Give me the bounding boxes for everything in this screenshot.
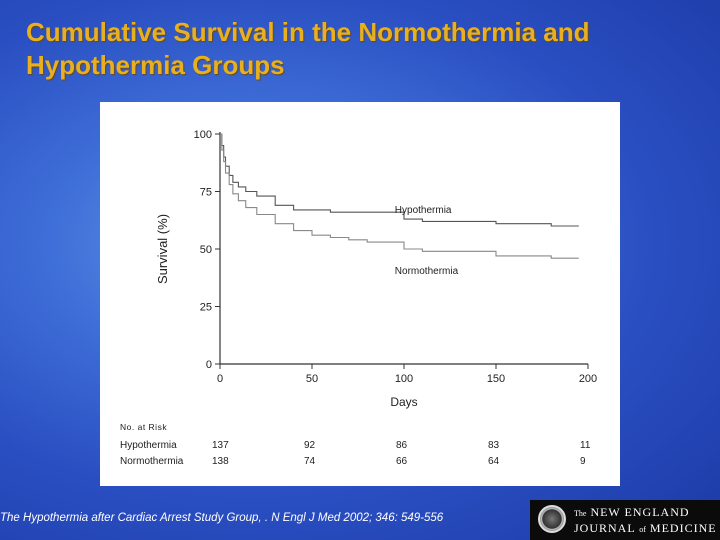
- risk-table-header: No. at Risk: [120, 422, 167, 432]
- risk-row-label: Normothermia: [120, 456, 184, 467]
- y-axis-label: Survival (%): [155, 214, 170, 284]
- nejm-logo: The NEW ENGLAND JOURNAL of MEDICINE: [530, 500, 720, 540]
- survival-figure: 0 25 50 75 100 0 50 100 150 200 Days Survival (%) Hy…: [100, 102, 620, 486]
- x-axis-label: Days: [390, 395, 417, 409]
- series-line-normothermia: [220, 133, 579, 259]
- risk-count: 74: [304, 456, 316, 467]
- nejm-logo-line1: The NEW ENGLAND: [574, 505, 690, 519]
- slide-title: Cumulative Survival in the Normothermia …: [26, 17, 590, 80]
- y-tick-label: 50: [200, 244, 212, 256]
- risk-count: 92: [304, 440, 316, 451]
- risk-count: 138: [212, 456, 229, 467]
- risk-count: 9: [580, 456, 586, 467]
- risk-count: 83: [488, 440, 500, 451]
- risk-count: 64: [488, 456, 500, 467]
- citation-text: The Hypothermia after Cardiac Arrest Stu…: [0, 512, 444, 524]
- x-tick-label: 200: [579, 373, 597, 385]
- y-tick-label: 75: [200, 187, 212, 199]
- y-tick-label: 100: [194, 129, 212, 141]
- risk-count: 66: [396, 456, 408, 467]
- x-tick-label: 50: [306, 373, 318, 385]
- risk-count: 86: [396, 440, 408, 451]
- x-tick-label: 150: [487, 373, 505, 385]
- nejm-logo-line2: JOURNAL of MEDICINE: [574, 521, 717, 535]
- risk-count: 137: [212, 440, 229, 451]
- x-tick-label: 100: [395, 373, 413, 385]
- y-tick-label: 25: [200, 302, 212, 314]
- risk-row-label: Hypothermia: [120, 440, 177, 451]
- y-tick-label: 0: [206, 359, 212, 371]
- series-label-hypothermia: Hypothermia: [395, 205, 452, 216]
- risk-count: 11: [580, 440, 591, 451]
- survival-chart: 0 25 50 75 100 0 50 100 150 200 Days Survival (%) Hy…: [120, 129, 597, 467]
- nejm-seal-icon: [538, 505, 566, 533]
- x-tick-label: 0: [217, 373, 223, 385]
- series-label-normothermia: Normothermia: [395, 266, 459, 277]
